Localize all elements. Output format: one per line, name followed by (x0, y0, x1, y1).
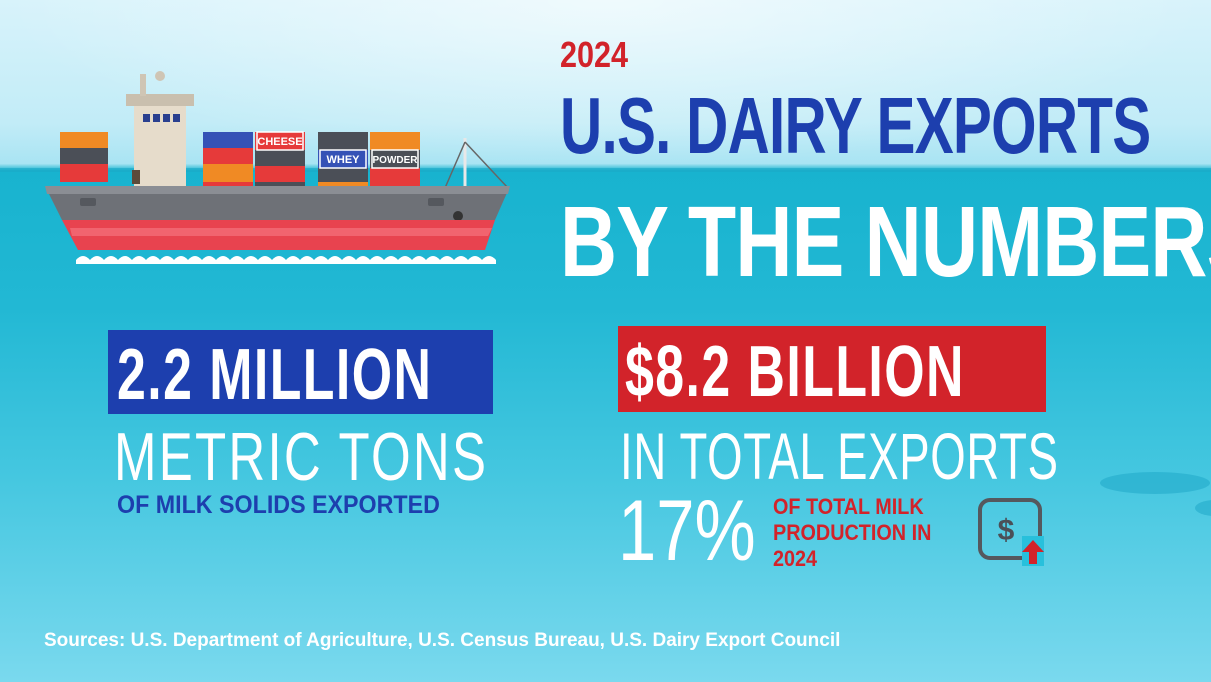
value-highlight-box (618, 326, 1046, 412)
page-title: U.S. DAIRY EXPORTS (560, 81, 1151, 170)
share-caption-line1: OF TOTAL MILK (773, 494, 924, 519)
share-caption-line3: 2024 (773, 546, 818, 571)
report-year: 2024 (560, 34, 629, 75)
share-caption-line2: PRODUCTION IN (773, 520, 932, 545)
volume-value: 2.2 MILLION (117, 335, 433, 415)
water-ripple (1195, 500, 1211, 516)
page-subtitle: BY THE NUMBERS (560, 186, 1211, 298)
cargo-ship-icon: CHEESE WHEY POWDER (45, 71, 510, 264)
volume-unit: METRIC TONS (114, 419, 489, 495)
svg-text:$: $ (998, 514, 1015, 547)
horizon-line (0, 168, 1211, 172)
whey-label: WHEY (327, 154, 361, 166)
powder-label: POWDER (373, 155, 419, 166)
share-percent: 17% (618, 483, 756, 579)
dollar-growth-icon: $ (978, 498, 1044, 566)
volume-caption: OF MILK SOLIDS EXPORTED (117, 491, 440, 519)
export-value: $8.2 BILLION (625, 332, 965, 412)
sources-footnote: Sources: U.S. Department of Agriculture,… (44, 630, 841, 651)
sky (0, 0, 1211, 170)
volume-highlight-box (108, 330, 493, 414)
export-value-caption: IN TOTAL EXPORTS (620, 419, 1059, 493)
water-ripple (1100, 472, 1210, 494)
cheese-label: CHEESE (257, 136, 302, 148)
